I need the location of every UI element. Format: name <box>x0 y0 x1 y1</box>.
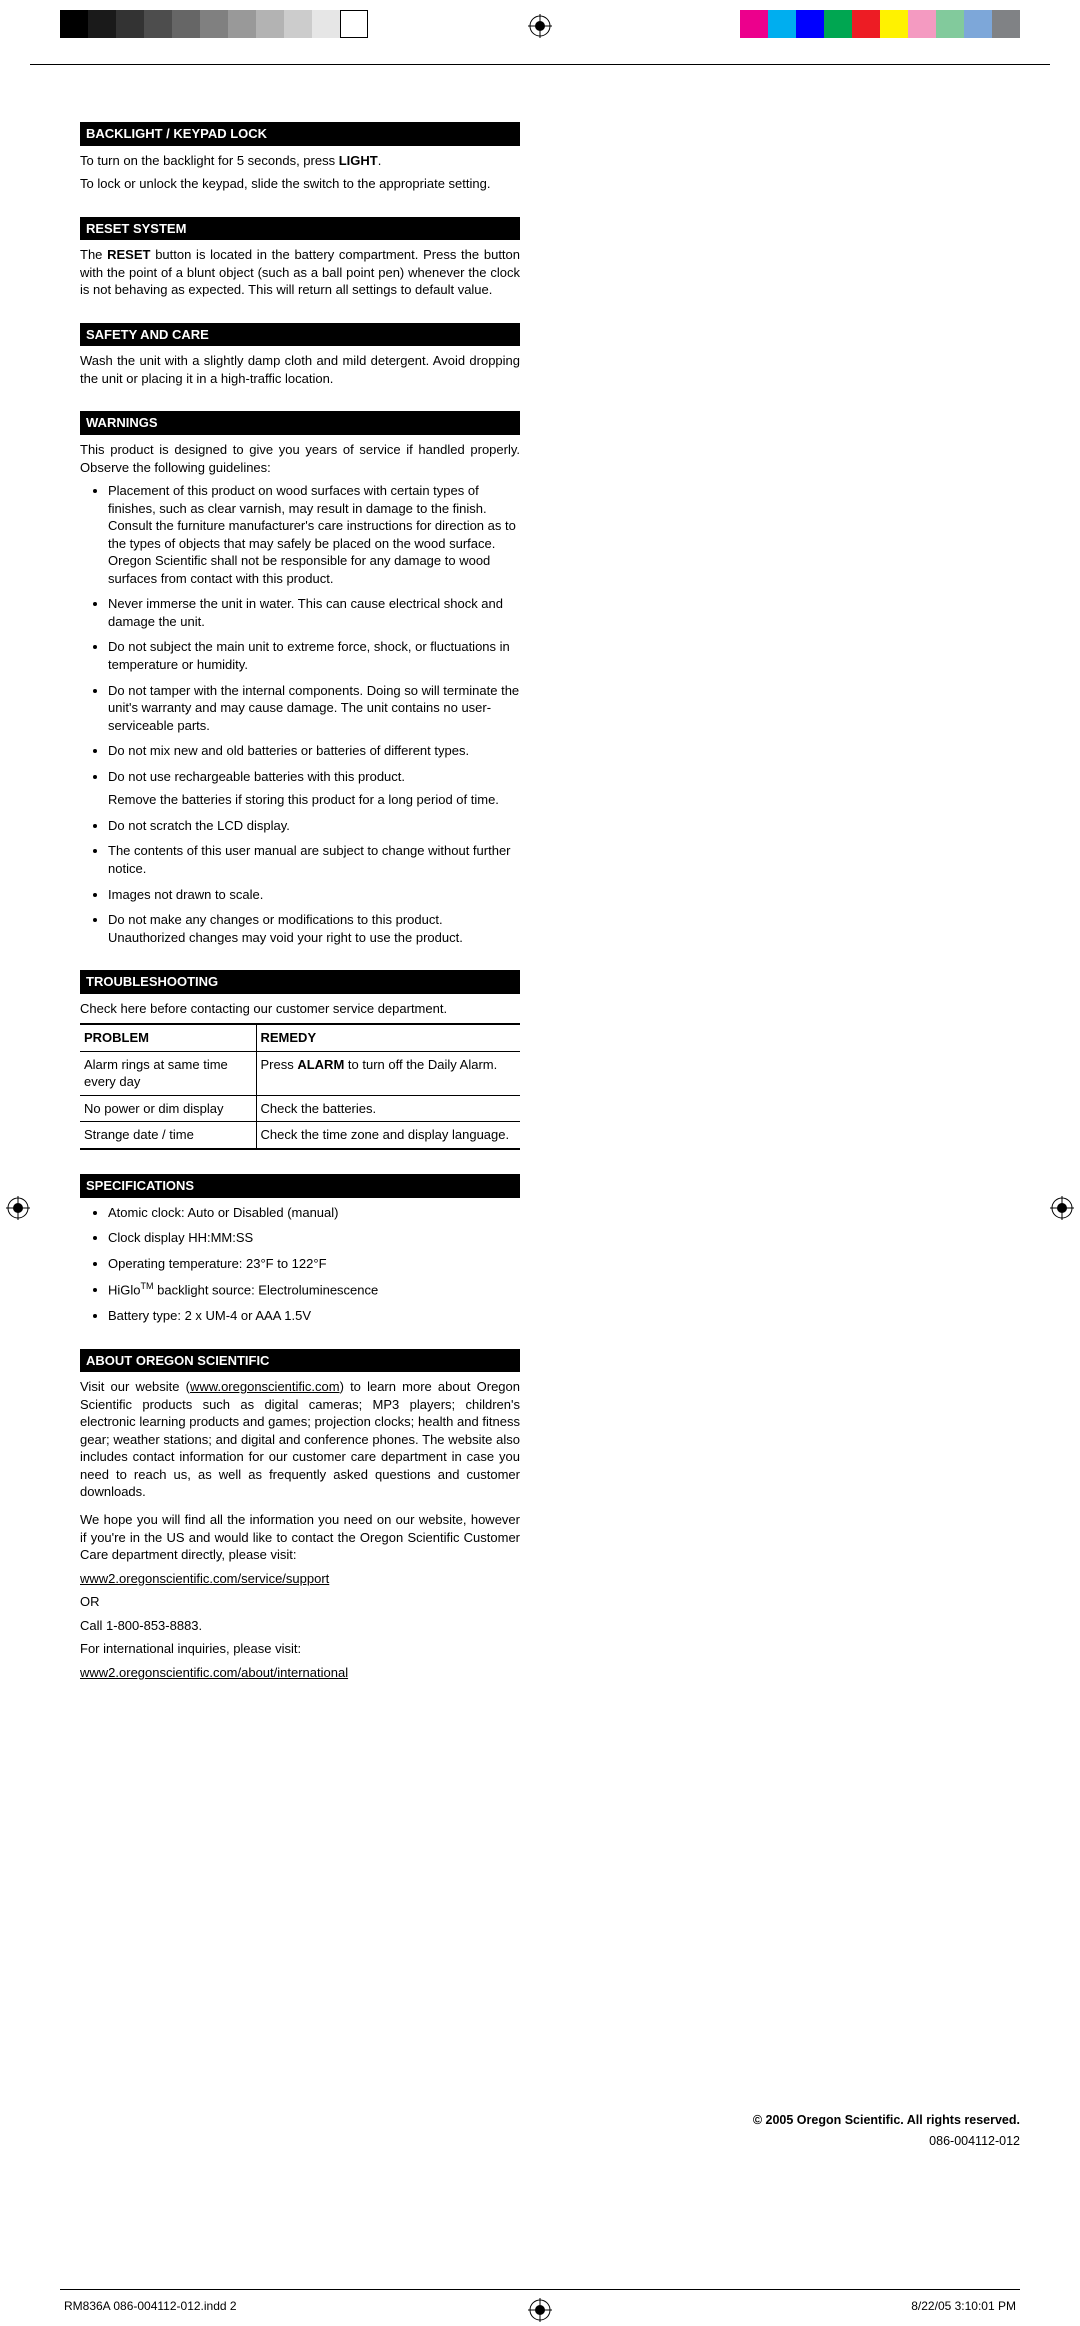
color-swatch <box>936 10 964 38</box>
about-call: Call 1-800-853-8883. <box>80 1617 520 1635</box>
section-header-safety: SAFETY AND CARE <box>80 323 520 347</box>
list-item: Do not tamper with the internal componen… <box>108 682 520 735</box>
backlight-p2: To lock or unlock the keypad, slide the … <box>80 175 520 193</box>
table-row: Alarm rings at same time every dayPress … <box>80 1051 520 1095</box>
color-swatch <box>992 10 1020 38</box>
text: ) to learn more about Oregon Scientific … <box>80 1379 520 1499</box>
list-item: Placement of this product on wood surfac… <box>108 482 520 587</box>
color-swatch <box>172 10 200 38</box>
list-item: Clock display HH:MM:SS <box>108 1229 520 1247</box>
list-item: HiGloTM backlight source: Electrolumines… <box>108 1280 520 1299</box>
color-swatch <box>796 10 824 38</box>
table-header-problem: PROBLEM <box>80 1024 256 1051</box>
troubleshooting-intro: Check here before contacting our custome… <box>80 1000 520 1018</box>
part-number: 086-004112-012 <box>753 2133 1020 2150</box>
text: The <box>80 247 107 262</box>
color-swatch <box>256 10 284 38</box>
text: . <box>378 153 382 168</box>
safety-p1: Wash the unit with a slightly damp cloth… <box>80 352 520 387</box>
color-swatch <box>908 10 936 38</box>
registration-mark-bottom <box>528 2298 552 2322</box>
list-item-sub: Remove the batteries if storing this pro… <box>108 791 520 809</box>
registration-mark-left <box>6 1196 30 1220</box>
color-swatch <box>144 10 172 38</box>
color-swatch <box>228 10 256 38</box>
list-item: Do not scratch the LCD display. <box>108 817 520 835</box>
table-row: Strange date / timeCheck the time zone a… <box>80 1122 520 1149</box>
table-cell-problem: Alarm rings at same time every day <box>80 1051 256 1095</box>
table-cell-problem: No power or dim display <box>80 1095 256 1122</box>
support-link: www2.oregonscientific.com/service/suppor… <box>80 1571 329 1586</box>
color-swatch <box>824 10 852 38</box>
color-swatch <box>284 10 312 38</box>
about-link1: www2.oregonscientific.com/service/suppor… <box>80 1570 520 1588</box>
color-swatch <box>740 10 768 38</box>
list-item: Do not use rechargeable batteries with t… <box>108 768 520 809</box>
text-bold: LIGHT <box>339 153 378 168</box>
color-swatch <box>964 10 992 38</box>
table-cell-remedy: Check the batteries. <box>256 1095 520 1122</box>
color-swatch <box>880 10 908 38</box>
section-header-troubleshooting: TROUBLESHOOTING <box>80 970 520 994</box>
list-item: Do not mix new and old batteries or batt… <box>108 742 520 760</box>
section-header-reset: RESET SYSTEM <box>80 217 520 241</box>
table-row: No power or dim displayCheck the batteri… <box>80 1095 520 1122</box>
list-item: Atomic clock: Auto or Disabled (manual) <box>108 1204 520 1222</box>
reset-p1: The RESET button is located in the batte… <box>80 246 520 299</box>
troubleshooting-table: PROBLEM REMEDY Alarm rings at same time … <box>80 1023 520 1150</box>
registration-mark-right <box>1050 1196 1074 1220</box>
about-p1: Visit our website (www.oregonscientific.… <box>80 1378 520 1501</box>
table-cell-problem: Strange date / time <box>80 1122 256 1149</box>
list-item: Do not make any changes or modifications… <box>108 911 520 946</box>
list-item: Never immerse the unit in water. This ca… <box>108 595 520 630</box>
list-item: Images not drawn to scale. <box>108 886 520 904</box>
top-hairline <box>30 64 1050 65</box>
registration-mark-top <box>528 14 552 38</box>
website-link: www.oregonscientific.com <box>190 1379 340 1394</box>
about-link2: www2.oregonscientific.com/about/internat… <box>80 1664 520 1682</box>
bottom-hairline <box>60 2289 1020 2290</box>
list-item: Operating temperature: 23°F to 122°F <box>108 1255 520 1273</box>
imprint-timestamp: 8/22/05 3:10:01 PM <box>911 2298 1016 2314</box>
table-cell-remedy: Check the time zone and display language… <box>256 1122 520 1149</box>
imprint-filename: RM836A 086-004112-012.indd 2 <box>64 2298 237 2314</box>
about-intl: For international inquiries, please visi… <box>80 1640 520 1658</box>
color-swatch <box>768 10 796 38</box>
about-p2: We hope you will find all the informatio… <box>80 1511 520 1564</box>
section-header-warnings: WARNINGS <box>80 411 520 435</box>
specs-list: Atomic clock: Auto or Disabled (manual) C… <box>80 1204 520 1325</box>
color-swatch <box>340 10 368 38</box>
text: To turn on the backlight for 5 seconds, … <box>80 153 339 168</box>
color-swatch <box>312 10 340 38</box>
table-header-remedy: REMEDY <box>256 1024 520 1051</box>
section-header-specs: SPECIFICATIONS <box>80 1174 520 1198</box>
color-swatch <box>200 10 228 38</box>
about-or: OR <box>80 1593 520 1611</box>
warnings-intro: This product is designed to give you yea… <box>80 441 520 476</box>
text: Visit our website ( <box>80 1379 190 1394</box>
section-header-backlight: BACKLIGHT / KEYPAD LOCK <box>80 122 520 146</box>
list-item: Do not subject the main unit to extreme … <box>108 638 520 673</box>
color-swatch <box>852 10 880 38</box>
list-item: The contents of this user manual are sub… <box>108 842 520 877</box>
color-swatch <box>88 10 116 38</box>
copyright-text: © 2005 Oregon Scientific. All rights res… <box>753 2112 1020 2129</box>
backlight-p1: To turn on the backlight for 5 seconds, … <box>80 152 520 170</box>
text-bold: RESET <box>107 247 150 262</box>
color-swatch <box>60 10 88 38</box>
warnings-list: Placement of this product on wood surfac… <box>80 482 520 946</box>
footer-copyright-block: © 2005 Oregon Scientific. All rights res… <box>753 2112 1020 2150</box>
section-header-about: ABOUT OREGON SCIENTIFIC <box>80 1349 520 1373</box>
table-cell-remedy: Press ALARM to turn off the Daily Alarm. <box>256 1051 520 1095</box>
color-swatch <box>116 10 144 38</box>
list-item: Battery type: 2 x UM-4 or AAA 1.5V <box>108 1307 520 1325</box>
intl-link: www2.oregonscientific.com/about/internat… <box>80 1665 348 1680</box>
document-column: BACKLIGHT / KEYPAD LOCK To turn on the b… <box>80 122 520 1687</box>
